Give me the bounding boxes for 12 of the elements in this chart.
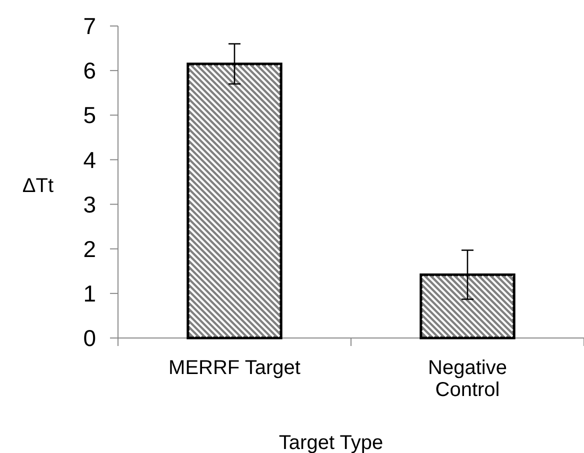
y-tick-label: 4	[83, 146, 96, 173]
y-tick-label: 7	[83, 13, 96, 40]
y-tick-label: 0	[83, 325, 96, 352]
x-tick-label: MERRF Target	[168, 357, 301, 379]
y-tick-label: 6	[83, 58, 96, 84]
x-axis-title: Target Type	[278, 432, 384, 453]
x-tick-label: Negative Control	[428, 357, 507, 401]
y-axis-title: ΔTt	[22, 175, 54, 197]
y-tick-label: 3	[83, 191, 96, 218]
y-tick-label: 1	[83, 280, 96, 306]
y-tick-label: 5	[83, 102, 96, 128]
y-tick-label: 2	[83, 236, 96, 262]
